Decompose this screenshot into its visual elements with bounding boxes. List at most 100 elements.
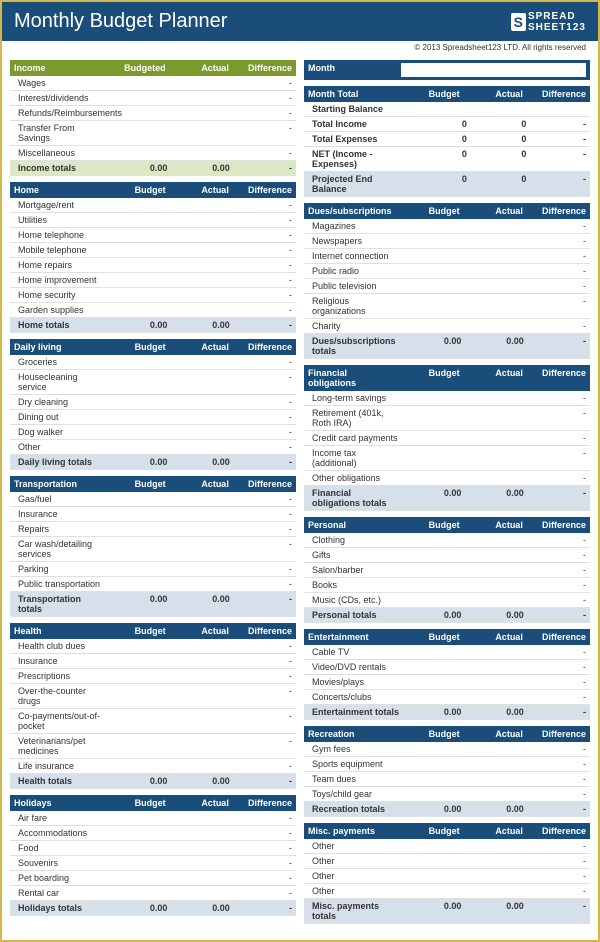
cell-actual[interactable] <box>167 509 229 519</box>
cell-budget[interactable] <box>105 78 167 88</box>
cell-budget[interactable] <box>105 524 167 534</box>
cell-budget[interactable] <box>105 711 167 731</box>
cell-budget[interactable] <box>105 736 167 756</box>
cell-budget[interactable] <box>105 509 167 519</box>
cell-actual[interactable] <box>461 580 523 590</box>
cell-actual[interactable] <box>461 856 523 866</box>
cell-actual[interactable] <box>461 266 523 276</box>
cell-budget[interactable] <box>105 564 167 574</box>
cell-budget[interactable] <box>105 148 167 158</box>
cell-actual[interactable] <box>167 290 229 300</box>
cell-actual[interactable] <box>461 448 523 468</box>
cell-actual[interactable] <box>461 759 523 769</box>
cell-actual[interactable] <box>461 692 523 702</box>
cell-budget[interactable] <box>105 641 167 651</box>
cell-budget[interactable] <box>399 433 461 443</box>
cell-actual[interactable] <box>461 789 523 799</box>
cell-actual[interactable] <box>167 397 229 407</box>
cell-budget[interactable] <box>399 321 461 331</box>
cell-actual[interactable] <box>461 251 523 261</box>
cell-actual[interactable] <box>167 200 229 210</box>
cell-actual[interactable] <box>461 408 523 428</box>
cell-budget[interactable] <box>105 873 167 883</box>
cell-budget[interactable] <box>105 412 167 422</box>
cell-actual[interactable] <box>167 579 229 589</box>
cell-actual[interactable] <box>167 539 229 559</box>
cell-budget[interactable] <box>105 858 167 868</box>
cell-budget[interactable] <box>105 372 167 392</box>
cell-actual[interactable] <box>461 744 523 754</box>
cell-actual[interactable] <box>461 595 523 605</box>
cell-actual[interactable] <box>167 93 229 103</box>
cell-budget[interactable] <box>105 230 167 240</box>
cell-budget[interactable] <box>399 789 461 799</box>
cell-budget[interactable] <box>105 579 167 589</box>
cell-actual[interactable] <box>461 473 523 483</box>
cell-budget[interactable] <box>105 260 167 270</box>
cell-budget[interactable] <box>105 671 167 681</box>
cell-actual[interactable] <box>167 245 229 255</box>
cell-actual[interactable] <box>167 813 229 823</box>
cell-actual[interactable] <box>461 296 523 316</box>
cell-actual[interactable] <box>461 886 523 896</box>
cell-budget[interactable] <box>105 828 167 838</box>
cell-actual[interactable] <box>167 305 229 315</box>
cell-actual[interactable] <box>167 671 229 681</box>
cell-budget[interactable] <box>399 692 461 702</box>
cell-budget[interactable] <box>105 813 167 823</box>
cell-actual[interactable] <box>167 357 229 367</box>
cell-budget[interactable] <box>399 473 461 483</box>
cell-budget[interactable] <box>105 442 167 452</box>
cell-actual[interactable] <box>461 433 523 443</box>
cell-budget[interactable] <box>105 290 167 300</box>
cell-actual[interactable] <box>461 677 523 687</box>
month-input[interactable] <box>401 63 586 77</box>
cell-actual[interactable] <box>167 412 229 422</box>
cell-actual[interactable] <box>461 550 523 560</box>
cell-actual[interactable] <box>461 662 523 672</box>
cell-actual[interactable] <box>167 78 229 88</box>
cell-actual[interactable] <box>167 442 229 452</box>
cell-budget[interactable] <box>399 886 461 896</box>
cell-actual[interactable] <box>461 841 523 851</box>
cell-budget[interactable] <box>105 357 167 367</box>
cell-actual[interactable] <box>167 873 229 883</box>
cell-actual[interactable] <box>167 656 229 666</box>
cell-actual[interactable] <box>461 647 523 657</box>
cell-budget[interactable] <box>105 397 167 407</box>
cell-actual[interactable] <box>461 565 523 575</box>
cell-actual[interactable] <box>167 427 229 437</box>
cell-budget[interactable] <box>399 251 461 261</box>
cell-budget[interactable] <box>105 888 167 898</box>
cell-budget[interactable] <box>105 215 167 225</box>
cell-budget[interactable] <box>105 843 167 853</box>
cell-actual[interactable] <box>167 494 229 504</box>
cell-budget[interactable] <box>399 647 461 657</box>
cell-budget[interactable] <box>105 245 167 255</box>
cell-actual[interactable] <box>167 641 229 651</box>
cell-budget[interactable] <box>399 550 461 560</box>
cell-actual[interactable] <box>461 281 523 291</box>
cell-budget[interactable] <box>105 761 167 771</box>
cell-actual[interactable] <box>167 828 229 838</box>
cell-budget[interactable] <box>399 221 461 231</box>
cell-actual[interactable] <box>179 108 236 118</box>
cell-actual[interactable] <box>167 686 229 706</box>
cell-actual[interactable] <box>167 372 229 392</box>
cell-budget[interactable] <box>399 565 461 575</box>
cell-budget[interactable] <box>105 305 167 315</box>
cell-budget[interactable] <box>399 871 461 881</box>
cell-budget[interactable] <box>105 494 167 504</box>
cell-actual[interactable] <box>167 761 229 771</box>
cell-budget[interactable] <box>399 535 461 545</box>
cell-actual[interactable] <box>167 275 229 285</box>
cell-budget[interactable] <box>399 759 461 769</box>
cell-budget[interactable] <box>399 662 461 672</box>
cell-actual[interactable] <box>167 564 229 574</box>
cell-actual[interactable] <box>167 148 229 158</box>
cell-budget[interactable] <box>399 236 461 246</box>
cell-actual[interactable] <box>461 393 523 403</box>
cell-actual[interactable] <box>167 123 229 143</box>
cell-actual[interactable] <box>167 260 229 270</box>
cell-budget[interactable] <box>105 200 167 210</box>
